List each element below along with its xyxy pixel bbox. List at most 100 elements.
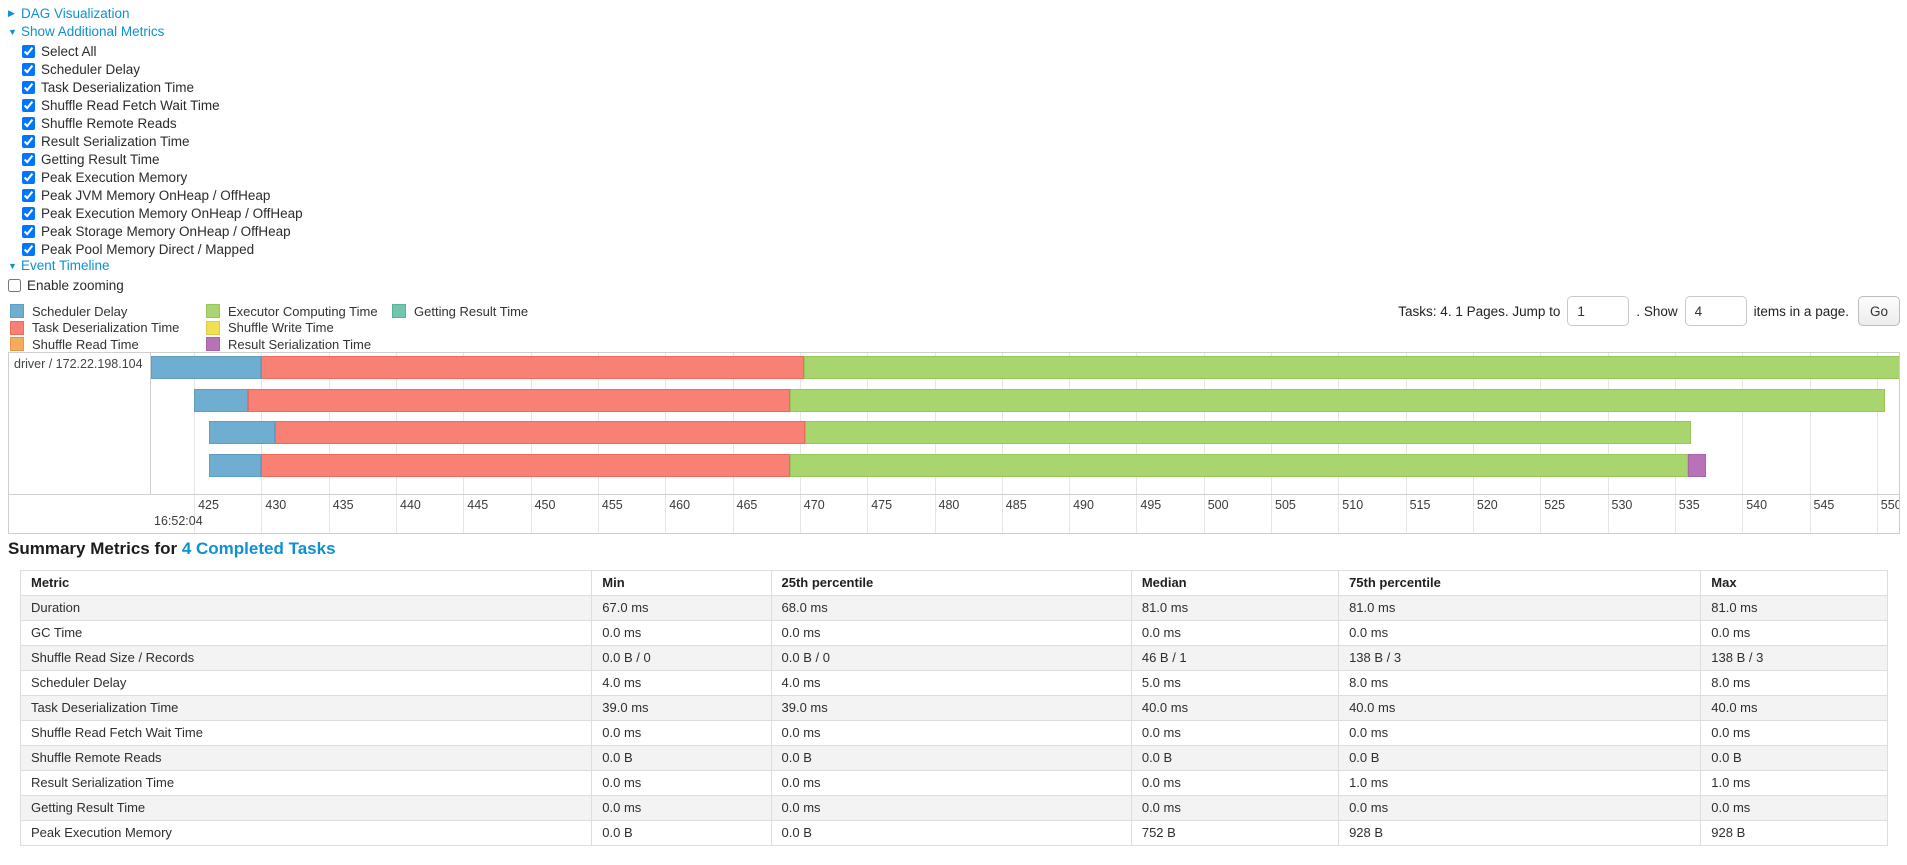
task-bar-segment-executor-computing[interactable] <box>803 356 1899 379</box>
arrow-right-icon: ▶ <box>8 8 15 18</box>
metric-checkbox-label: Select All <box>41 43 97 59</box>
task-bar-segment-scheduler-delay[interactable] <box>151 356 262 379</box>
metric-value-cell: 0.0 B <box>1700 745 1888 771</box>
metric-checkbox[interactable] <box>22 188 35 202</box>
metric-checkbox[interactable] <box>22 224 35 238</box>
table-row: Shuffle Remote Reads 0.0 B 0.0 B 0.0 B 0.0 B… <box>19 745 1888 771</box>
metric-name-cell: Duration <box>19 595 593 621</box>
show-additional-metrics-toggle[interactable]: ▼ Show Additional Metrics <box>8 24 303 39</box>
metric-value-cell: 40.0 ms <box>1700 695 1888 721</box>
task-bar-segment-scheduler-delay[interactable] <box>194 388 248 412</box>
axis-tick-label: 485 <box>1005 498 1027 512</box>
axis-tick-label: 540 <box>1746 498 1768 512</box>
metric-checkbox-row: Peak Pool Memory Direct / Mapped <box>22 240 303 258</box>
metric-value-cell: 4.0 ms <box>591 670 772 696</box>
metric-checkbox[interactable] <box>22 206 35 220</box>
column-header: Metric <box>19 570 593 596</box>
enable-zooming-checkbox[interactable] <box>8 278 21 292</box>
axis-tick-label: 450 <box>534 498 556 512</box>
axis-tick-label: 500 <box>1207 498 1229 512</box>
task-deserialization-swatch-icon <box>10 320 24 335</box>
axis-tick-label: 550 <box>1880 498 1900 512</box>
metric-value-cell: 81.0 ms <box>1130 595 1340 621</box>
metric-value-cell: 0.0 ms <box>591 770 772 796</box>
jump-to-page-input[interactable] <box>1567 296 1630 326</box>
executor-label: driver / 172.22.198.104 <box>14 357 143 371</box>
metric-checkbox[interactable] <box>22 62 35 76</box>
metric-value-cell: 1.0 ms <box>1338 770 1702 796</box>
table-row: Shuffle Read Size / Records 0.0 B / 0 0.0 … <box>19 645 1888 671</box>
event-timeline-chart: driver / 172.22.198.104 425 430 435 440 445 4… <box>8 352 1900 534</box>
metric-name-cell: Scheduler Delay <box>19 670 593 696</box>
axis-tick-label: 490 <box>1073 498 1094 512</box>
axis-time-label: 16:52:04 <box>154 514 203 528</box>
metric-value-cell: 8.0 ms <box>1700 670 1888 696</box>
metric-checkbox-row: Peak Execution Memory <box>22 168 303 186</box>
summary-title-prefix: Summary Metrics for <box>8 539 182 558</box>
table-row: Task Deserialization Time 39.0 ms 39.0 ms 4… <box>19 695 1888 721</box>
shuffle-read-swatch-icon <box>10 337 24 352</box>
scheduler-delay-swatch-icon <box>10 304 24 319</box>
task-bar-segment-task-deserialization[interactable] <box>261 453 791 477</box>
task-bar-segment-executor-computing[interactable] <box>805 421 1691 444</box>
event-timeline-label: Event Timeline <box>21 258 110 273</box>
task-bar-segment-task-deserialization[interactable] <box>261 356 804 379</box>
axis-tick-label: 535 <box>1678 498 1700 512</box>
legend-label: Result Serialization Time <box>228 336 372 352</box>
task-bar-segment-task-deserialization[interactable] <box>274 421 806 444</box>
legend-label: Task Deserialization Time <box>32 320 180 336</box>
metric-value-cell: 0.0 ms <box>1130 620 1340 646</box>
metric-value-cell: 40.0 ms <box>1338 695 1702 721</box>
legend-item-getting-result: Getting Result Time <box>392 303 528 320</box>
metric-checkbox[interactable] <box>22 98 35 112</box>
column-header: 25th percentile <box>770 570 1132 596</box>
metric-value-cell: 0.0 ms <box>1130 795 1340 821</box>
metric-value-cell: 0.0 ms <box>1700 620 1888 646</box>
axis-tick-label: 440 <box>400 498 421 512</box>
metric-checkbox[interactable] <box>22 152 35 166</box>
metric-checkbox[interactable] <box>22 80 35 94</box>
axis-tick-label: 460 <box>669 498 691 512</box>
metric-checkbox-label: Shuffle Remote Reads <box>41 115 177 131</box>
metric-checkbox[interactable] <box>22 116 35 130</box>
metric-value-cell: 0.0 ms <box>1700 795 1888 821</box>
axis-tick-label: 455 <box>601 498 623 512</box>
task-bar-segment-scheduler-delay[interactable] <box>208 453 262 477</box>
executor-computing-swatch-icon <box>206 304 220 319</box>
event-timeline-toggle[interactable]: ▼ Event Timeline <box>8 258 303 273</box>
metric-checkbox[interactable] <box>22 44 35 58</box>
completed-tasks-link[interactable]: 4 Completed Tasks <box>181 539 336 558</box>
metric-value-cell: 0.0 B <box>591 820 772 846</box>
metric-checkbox[interactable] <box>22 242 35 256</box>
pagination-suffix-text: items in a page. <box>1753 303 1849 319</box>
dag-visualization-toggle[interactable]: ▶ DAG Visualization <box>8 6 303 21</box>
metric-value-cell: 0.0 B / 0 <box>591 645 772 671</box>
metric-value-cell: 0.0 ms <box>1130 720 1340 746</box>
metric-value-cell: 928 B <box>1338 820 1702 846</box>
metric-checkbox-label: Peak Execution Memory OnHeap / OffHeap <box>41 205 303 221</box>
getting-result-swatch-icon <box>392 304 406 319</box>
metric-value-cell: 5.0 ms <box>1130 670 1340 696</box>
axis-tick-label: 530 <box>1611 498 1633 512</box>
legend-label: Executor Computing Time <box>228 303 378 319</box>
task-bar-segment-task-deserialization[interactable] <box>247 388 791 412</box>
metric-name-cell: Task Deserialization Time <box>19 695 593 721</box>
summary-metrics-table: Metric Min 25th percentile Median 75th perce… <box>19 570 1888 846</box>
axis-tick-label: 505 <box>1275 498 1296 512</box>
task-bar-segment-executor-computing[interactable] <box>790 388 1885 412</box>
items-per-page-input[interactable] <box>1684 296 1747 326</box>
metric-checkbox[interactable] <box>22 134 35 148</box>
gridline <box>1742 353 1744 533</box>
metric-value-cell: 0.0 B <box>770 820 1132 846</box>
metric-checkbox[interactable] <box>22 170 35 184</box>
gridline <box>194 353 196 533</box>
axis-tick-label: 495 <box>1140 498 1162 512</box>
task-bar-segment-executor-computing[interactable] <box>790 453 1689 477</box>
metric-checkbox-row: Peak JVM Memory OnHeap / OffHeap <box>22 186 303 204</box>
axis-tick-label: 470 <box>803 498 825 512</box>
task-bar-segment-scheduler-delay[interactable] <box>208 421 275 444</box>
go-button[interactable]: Go <box>1857 296 1900 326</box>
pagination-prefix-text: Tasks: 4. 1 Pages. Jump to <box>1398 303 1561 319</box>
task-bar-segment-result-serialization[interactable] <box>1688 453 1706 477</box>
